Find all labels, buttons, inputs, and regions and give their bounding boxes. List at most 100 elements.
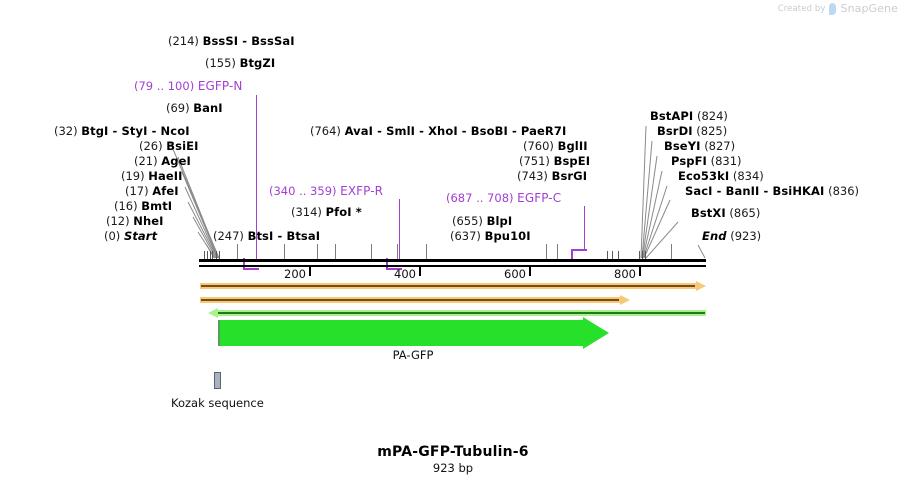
label-name: BmtI bbox=[141, 199, 173, 213]
cut-tick bbox=[207, 251, 208, 259]
label-position: (340 .. 359) bbox=[269, 184, 337, 198]
label-name: EXFP-R bbox=[340, 184, 384, 198]
label-name: BtgI - StyI - NcoI bbox=[81, 124, 190, 138]
arrow-shaft-inner bbox=[201, 285, 695, 287]
label-position: (831) bbox=[710, 154, 742, 168]
label-pfoi[interactable]: (314) PfoI * bbox=[291, 206, 362, 218]
label-position: (751) bbox=[519, 154, 550, 168]
label-position: (764) bbox=[310, 124, 341, 138]
cut-tick bbox=[607, 251, 608, 259]
cut-tick bbox=[317, 244, 318, 259]
label-name: BspEI bbox=[553, 154, 591, 168]
primer-bracket-egfp-n bbox=[243, 258, 259, 270]
label-name: BanI bbox=[193, 101, 223, 115]
label-bmti[interactable]: (16) BmtI bbox=[114, 200, 172, 212]
dna-strand-bottom bbox=[199, 264, 706, 267]
label-bseyi[interactable]: BseYI (827) bbox=[664, 140, 735, 152]
label-position: (824) bbox=[696, 109, 728, 123]
label-bspei[interactable]: (751) BspEI bbox=[519, 155, 590, 167]
label-end[interactable]: End (923) bbox=[702, 230, 761, 242]
label-position: (825) bbox=[696, 124, 728, 138]
label-name: BsrGI bbox=[551, 169, 588, 183]
label-position: (637) bbox=[450, 229, 481, 243]
label-position: (19) bbox=[121, 169, 145, 183]
feature-pa-gfp-label: PA-GFP bbox=[392, 348, 434, 362]
label-bani[interactable]: (69) BanI bbox=[166, 102, 223, 114]
cut-tick bbox=[645, 251, 646, 259]
arrow-shaft-inner bbox=[218, 312, 705, 314]
label-name: SacI - BanII - BsiHKAI bbox=[685, 184, 825, 198]
label-name: End bbox=[702, 229, 727, 243]
label-bsssi-bsssai[interactable]: (214) BssSI - BssSaI bbox=[168, 35, 295, 47]
label-name: BssSI - BssSaI bbox=[202, 34, 295, 48]
label-position: (923) bbox=[730, 229, 762, 243]
cut-tick bbox=[284, 244, 285, 259]
ruler-tick-600 bbox=[529, 267, 531, 276]
ruler-tick-800 bbox=[639, 267, 641, 276]
ruler-label-400: 400 bbox=[394, 267, 416, 281]
label-nhei[interactable]: (12) NheI bbox=[106, 215, 164, 227]
label-bsrdi[interactable]: BsrDI (825) bbox=[657, 125, 727, 137]
label-eco53ki[interactable]: Eco53kI (834) bbox=[678, 170, 764, 182]
label-exfp-r[interactable]: (340 .. 359) EXFP-R bbox=[269, 185, 383, 197]
label-name: PfoI * bbox=[325, 205, 362, 219]
label-position: (155) bbox=[205, 56, 236, 70]
cut-tick bbox=[618, 251, 619, 259]
label-position: (214) bbox=[168, 34, 199, 48]
label-blpi[interactable]: (655) BlpI bbox=[452, 215, 512, 227]
label-bsiei[interactable]: (26) BsiEI bbox=[139, 140, 198, 152]
primer-arrow-1[interactable] bbox=[200, 281, 706, 291]
ruler-label-200: 200 bbox=[284, 267, 306, 281]
label-bstapi[interactable]: BstAPI (824) bbox=[650, 110, 728, 122]
label-bsrgi[interactable]: (743) BsrGI bbox=[517, 170, 587, 182]
arrow-head-right bbox=[696, 281, 706, 291]
label-name: BtsI - BtsaI bbox=[247, 229, 321, 243]
label-btgzi[interactable]: (155) BtgZI bbox=[205, 57, 275, 69]
arrow-shaft-inner bbox=[201, 299, 619, 301]
label-btsi-btsai[interactable]: (247) BtsI - BtsaI bbox=[213, 230, 320, 242]
label-position: (655) bbox=[452, 214, 483, 228]
label-position: (865) bbox=[729, 206, 761, 220]
label-avai-smli-xhoi-bsobi-paer7i[interactable]: (764) AvaI - SmlI - XhoI - BsoBI - PaeR7… bbox=[310, 125, 566, 137]
label-bpu10i[interactable]: (637) Bpu10I bbox=[450, 230, 531, 242]
label-position: (0) bbox=[104, 229, 121, 243]
label-agei[interactable]: (21) AgeI bbox=[134, 155, 191, 167]
snapgene-watermark: Created by SnapGene bbox=[778, 2, 898, 15]
dna-backbone[interactable] bbox=[199, 259, 706, 267]
label-name: AfeI bbox=[152, 184, 179, 198]
primer-arrow-2[interactable] bbox=[200, 295, 630, 305]
label-start[interactable]: (0) Start bbox=[104, 230, 157, 242]
cut-tick bbox=[671, 244, 672, 259]
cut-tick bbox=[204, 251, 205, 259]
feature-kozak-sequence[interactable] bbox=[214, 372, 221, 389]
label-egfp-n[interactable]: (79 .. 100) EGFP-N bbox=[134, 80, 243, 92]
cut-tick bbox=[397, 244, 398, 259]
label-saci-banii-bsihkai[interactable]: SacI - BanII - BsiHKAI (836) bbox=[685, 185, 859, 197]
label-name: BstXI bbox=[691, 206, 726, 220]
label-name: BtgZI bbox=[239, 56, 276, 70]
label-position: (26) bbox=[139, 139, 163, 153]
label-position: (314) bbox=[291, 205, 322, 219]
label-btgi-styi-ncoi[interactable]: (32) BtgI - StyI - NcoI bbox=[54, 125, 190, 137]
label-name: BsrDI bbox=[657, 124, 693, 138]
label-pspfi[interactable]: PspFI (831) bbox=[671, 155, 742, 167]
primer-leader-egfp-n bbox=[256, 95, 257, 259]
cut-tick bbox=[371, 244, 372, 259]
label-afei[interactable]: (17) AfeI bbox=[125, 185, 179, 197]
label-haeii[interactable]: (19) HaeII bbox=[121, 170, 183, 182]
label-name: NheI bbox=[133, 214, 164, 228]
label-bstxi[interactable]: BstXI (865) bbox=[691, 207, 760, 219]
label-position: (79 .. 100) bbox=[134, 79, 195, 93]
primer-leader-exfp-r bbox=[399, 199, 400, 259]
label-bglii[interactable]: (760) BglII bbox=[523, 140, 588, 152]
feature-kozak-label: Kozak sequence bbox=[171, 396, 264, 410]
label-egfp-c[interactable]: (687 .. 708) EGFP-C bbox=[446, 192, 561, 204]
plasmid-length: 923 bp bbox=[432, 461, 474, 475]
label-position: (69) bbox=[166, 101, 190, 115]
primer-arrow-3[interactable] bbox=[208, 308, 706, 318]
label-position: (21) bbox=[134, 154, 158, 168]
feature-pa-gfp[interactable] bbox=[218, 317, 609, 349]
page-title: mPA-GFP-Tubulin-6 bbox=[377, 444, 529, 460]
primer-bracket-egfp-c bbox=[571, 249, 587, 260]
